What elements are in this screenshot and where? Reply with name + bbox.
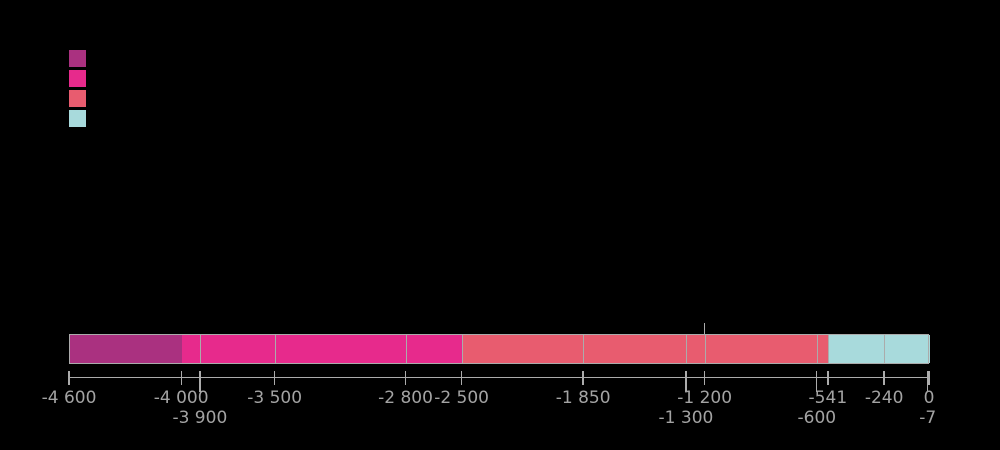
tick-label: -4 000 [153, 388, 209, 408]
segment-divider [181, 335, 183, 363]
segment-divider [884, 335, 886, 363]
axis-tick [827, 371, 829, 385]
axis-tick [460, 371, 463, 385]
tick-label: -7 [919, 408, 937, 428]
legend-swatch-3 [69, 90, 86, 107]
tick-label: -2 800 [378, 388, 433, 408]
timeline-bar [69, 334, 930, 364]
segment-divider [928, 335, 930, 363]
segment-divider [686, 335, 688, 363]
bar-segment [817, 335, 829, 363]
x-axis-line [69, 377, 930, 379]
bar-segment [406, 335, 463, 363]
tick-label: -4 600 [41, 388, 97, 408]
bar-segment [928, 335, 930, 363]
axis-tick [68, 371, 70, 385]
tick-label: -240 [864, 388, 904, 408]
bar-segment [275, 335, 407, 363]
bar-segment [686, 335, 706, 363]
tick-label: -1 300 [658, 408, 714, 428]
bar-segment [200, 335, 276, 363]
bar-segment [182, 335, 201, 363]
axis-tick [883, 371, 885, 385]
tick-label: -1 850 [555, 388, 611, 408]
axis-tick [180, 371, 182, 385]
tick-label: -1 200 [677, 388, 733, 408]
bar-segment [70, 335, 183, 363]
axis-tick [199, 371, 201, 392]
tick-label: -600 [797, 408, 837, 428]
axis-tick [816, 371, 818, 392]
annotation-tick [703, 323, 706, 334]
tick-label: -3 900 [172, 408, 228, 428]
segment-divider [583, 335, 585, 363]
bar-segment [885, 335, 929, 363]
tick-label: 0 [923, 388, 935, 408]
tick-label: -2 500 [434, 388, 489, 408]
segment-divider [405, 335, 408, 363]
bar-segment [705, 335, 818, 363]
bar-segment [584, 335, 687, 363]
axis-tick [274, 371, 276, 385]
legend-swatch-2 [69, 70, 86, 87]
axis-tick [927, 371, 929, 392]
axis-tick [928, 371, 930, 385]
bar-segment [462, 335, 585, 363]
tick-label: -541 [808, 388, 848, 408]
axis-tick [582, 371, 584, 385]
legend-swatch-1 [69, 50, 86, 67]
axis-tick [404, 371, 407, 385]
bar-segment [828, 335, 886, 363]
axis-tick [704, 371, 706, 385]
legend-swatch-4 [69, 110, 86, 127]
axis-tick [685, 371, 687, 392]
legend [69, 50, 86, 130]
tick-label: -3 500 [247, 388, 303, 408]
